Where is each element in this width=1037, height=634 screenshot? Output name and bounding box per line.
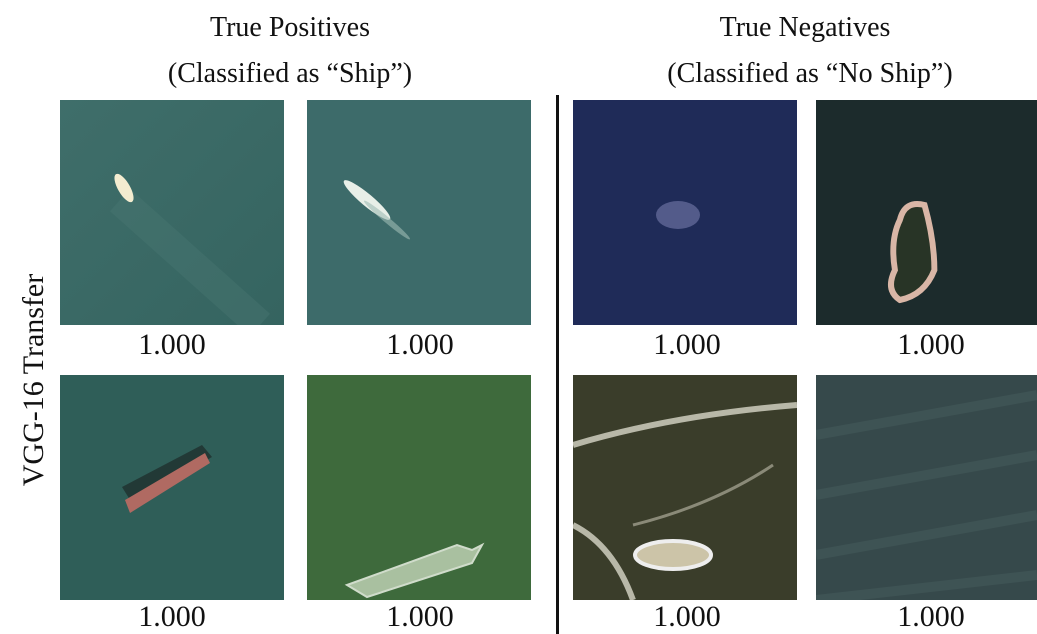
group-title: True Positives <box>209 12 370 43</box>
image-tile <box>573 375 797 600</box>
group-title: True Negatives <box>719 12 891 43</box>
score: 1.000 <box>897 328 965 361</box>
score: 1.000 <box>386 600 454 633</box>
score: 1.000 <box>653 600 721 633</box>
image-tile <box>60 100 284 325</box>
row-label: VGG-16 Transfer <box>17 273 50 487</box>
image-tile <box>573 100 797 325</box>
image-tile <box>816 375 1037 600</box>
group-subtitle: (Classified as “Ship”) <box>167 58 413 89</box>
divider <box>556 95 559 634</box>
score: 1.000 <box>897 600 965 633</box>
score: 1.000 <box>653 328 721 361</box>
image-tile <box>307 100 531 325</box>
score: 1.000 <box>138 600 206 633</box>
image-tile <box>60 375 284 600</box>
score: 1.000 <box>138 328 206 361</box>
image-tile <box>816 100 1037 325</box>
image-tile <box>307 375 531 600</box>
score: 1.000 <box>386 328 454 361</box>
group-subtitle: (Classified as “No Ship”) <box>667 58 953 89</box>
